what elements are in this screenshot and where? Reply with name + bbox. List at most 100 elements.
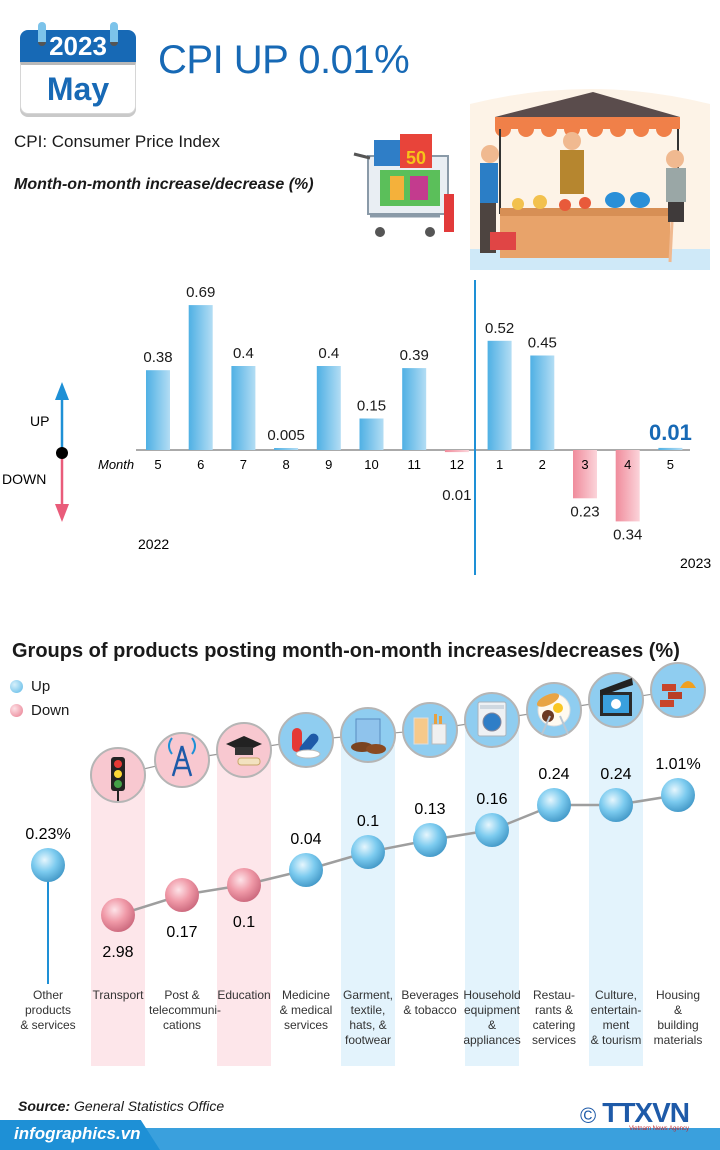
category-label-line: appliances: [463, 1033, 521, 1047]
copyright-icon: ©: [580, 1103, 597, 1128]
bar-value-label: 0.38: [143, 349, 172, 366]
bar-month-4: [615, 450, 640, 522]
category-label-line: services: [283, 1018, 328, 1032]
x-tick-label: 8: [282, 457, 289, 472]
drink-cigarettes-icon: [402, 702, 458, 758]
bar-month-3: [573, 450, 597, 499]
value-ball-up: [31, 848, 65, 882]
bar-month-5: [658, 447, 683, 450]
customer-left-figure: [480, 145, 516, 253]
x-tick-label: 12: [450, 457, 464, 472]
value-ball-up: [289, 853, 323, 887]
x-tick-label: 4: [624, 457, 631, 472]
bar-month-11: [402, 368, 427, 450]
origin-dot-icon: [56, 447, 68, 459]
cpi-bar-chart: UP DOWN Month 50.3860.6970.480.00590.410…: [2, 280, 711, 575]
meal-plate-icon: [526, 682, 582, 738]
direction-legend: UP DOWN: [2, 382, 69, 522]
highlight-band: [341, 745, 395, 1066]
bar-month-5: [146, 370, 170, 450]
source-label: Source:: [18, 1098, 71, 1114]
subtitle: CPI: Consumer Price Index: [14, 132, 220, 151]
x-tick-label: 9: [325, 457, 332, 472]
section-title: Groups of products posting month-on-mont…: [12, 640, 680, 662]
x-tick-label: 3: [581, 457, 588, 472]
footer-bar: [0, 1128, 720, 1150]
category-label: Medicine & medical services: [273, 988, 339, 1033]
bar-month-9: [316, 366, 341, 450]
group-value-label: 0.04: [290, 831, 321, 848]
category-label-line: textile,: [350, 1003, 386, 1017]
category-label: Housing & building materials: [645, 988, 711, 1048]
x-axis-label: Month: [98, 457, 134, 472]
value-ball-up: [475, 813, 509, 847]
category-label-line: hats, &: [349, 1018, 387, 1032]
highlight-band: [589, 710, 643, 1066]
category-label-line: Medicine: [281, 988, 331, 1002]
category-label-line: services: [531, 1033, 576, 1047]
category-label-line: Education: [217, 988, 271, 1002]
shirt-shoes-icon: [340, 707, 396, 763]
agency-logo: © TTXVN Vietnam News Agency: [580, 1099, 690, 1133]
group-value-label: 0.1: [357, 813, 379, 830]
category-label-line: ment: [602, 1018, 630, 1032]
bar-month-12: [444, 450, 469, 453]
page-title: CPI UP 0.01%: [158, 38, 410, 82]
legend-up: Up: [10, 678, 50, 695]
category-label: Post & telecommuni-cations: [149, 988, 222, 1033]
category-label-line: building: [657, 1018, 699, 1032]
group-value-label: 0.17: [166, 924, 197, 941]
agency-logo-subtitle: Vietnam News Agency: [629, 1126, 689, 1132]
site-link[interactable]: infographics.vn: [14, 1124, 141, 1143]
category-label-line: Housing: [655, 988, 701, 1002]
category-label-line: equipment: [463, 1003, 521, 1017]
group-value-label: 2.98: [102, 944, 133, 961]
value-ball-up: [413, 823, 447, 857]
year-label-2022: 2022: [138, 536, 169, 552]
graduation-cap-icon: [216, 722, 272, 778]
category-label-line: Beverages: [401, 988, 459, 1002]
x-tick-label: 10: [364, 457, 378, 472]
calendar-ring-icon: [110, 22, 118, 46]
value-ball-up: [599, 788, 633, 822]
bar-month-8: [274, 448, 299, 450]
bar-value-label: 0.15: [357, 398, 386, 415]
x-tick-label: 7: [240, 457, 247, 472]
category-label-line: telecommuni-: [149, 1003, 222, 1017]
year-label-2023: 2023: [680, 555, 711, 571]
svg-text:50: 50: [406, 148, 426, 168]
bar-value-label: 0.69: [186, 284, 215, 301]
bar-value-label: 0.4: [318, 345, 339, 362]
highlight-band: [465, 730, 519, 1066]
bar-value-label: 0.34: [613, 526, 642, 543]
shopping-cart-icon: 50: [353, 134, 454, 237]
x-tick-label: 11: [407, 457, 421, 472]
value-ball-down: [101, 898, 135, 932]
antenna-tower-icon: [154, 732, 210, 788]
category-label-line: Post &: [164, 988, 200, 1002]
category-label: Education: [211, 988, 277, 1003]
category-label-line: & medical: [279, 1003, 333, 1017]
category-label-line: rants &: [534, 1003, 573, 1017]
footer-tab: [0, 1120, 160, 1150]
vendor-figure: [560, 132, 584, 194]
x-tick-label: 2: [539, 457, 546, 472]
group-value-label: 0.23%: [25, 826, 70, 843]
category-label: Beverages & tobacco: [397, 988, 463, 1018]
market-stall-icon: [470, 89, 710, 270]
category-label-line: entertain-: [590, 1003, 642, 1017]
bar-value-label: 0.01: [649, 420, 692, 445]
down-label: DOWN: [2, 471, 46, 487]
group-value-label: 0.24: [600, 766, 631, 783]
up-label: UP: [30, 413, 49, 429]
category-label-line: & tobacco: [403, 1003, 457, 1017]
calendar-icon: 2023 May: [20, 22, 136, 114]
bar-value-label: 0.23: [570, 503, 599, 520]
bar-month-10: [359, 418, 384, 450]
category-label-line: Transport: [92, 988, 144, 1002]
category-label: Other products & services: [15, 988, 81, 1033]
bar-value-label: 0.45: [528, 335, 557, 352]
value-connector-line: [117, 793, 679, 917]
icon-connector-line: [117, 689, 679, 776]
category-label-line: &: [673, 1003, 682, 1017]
